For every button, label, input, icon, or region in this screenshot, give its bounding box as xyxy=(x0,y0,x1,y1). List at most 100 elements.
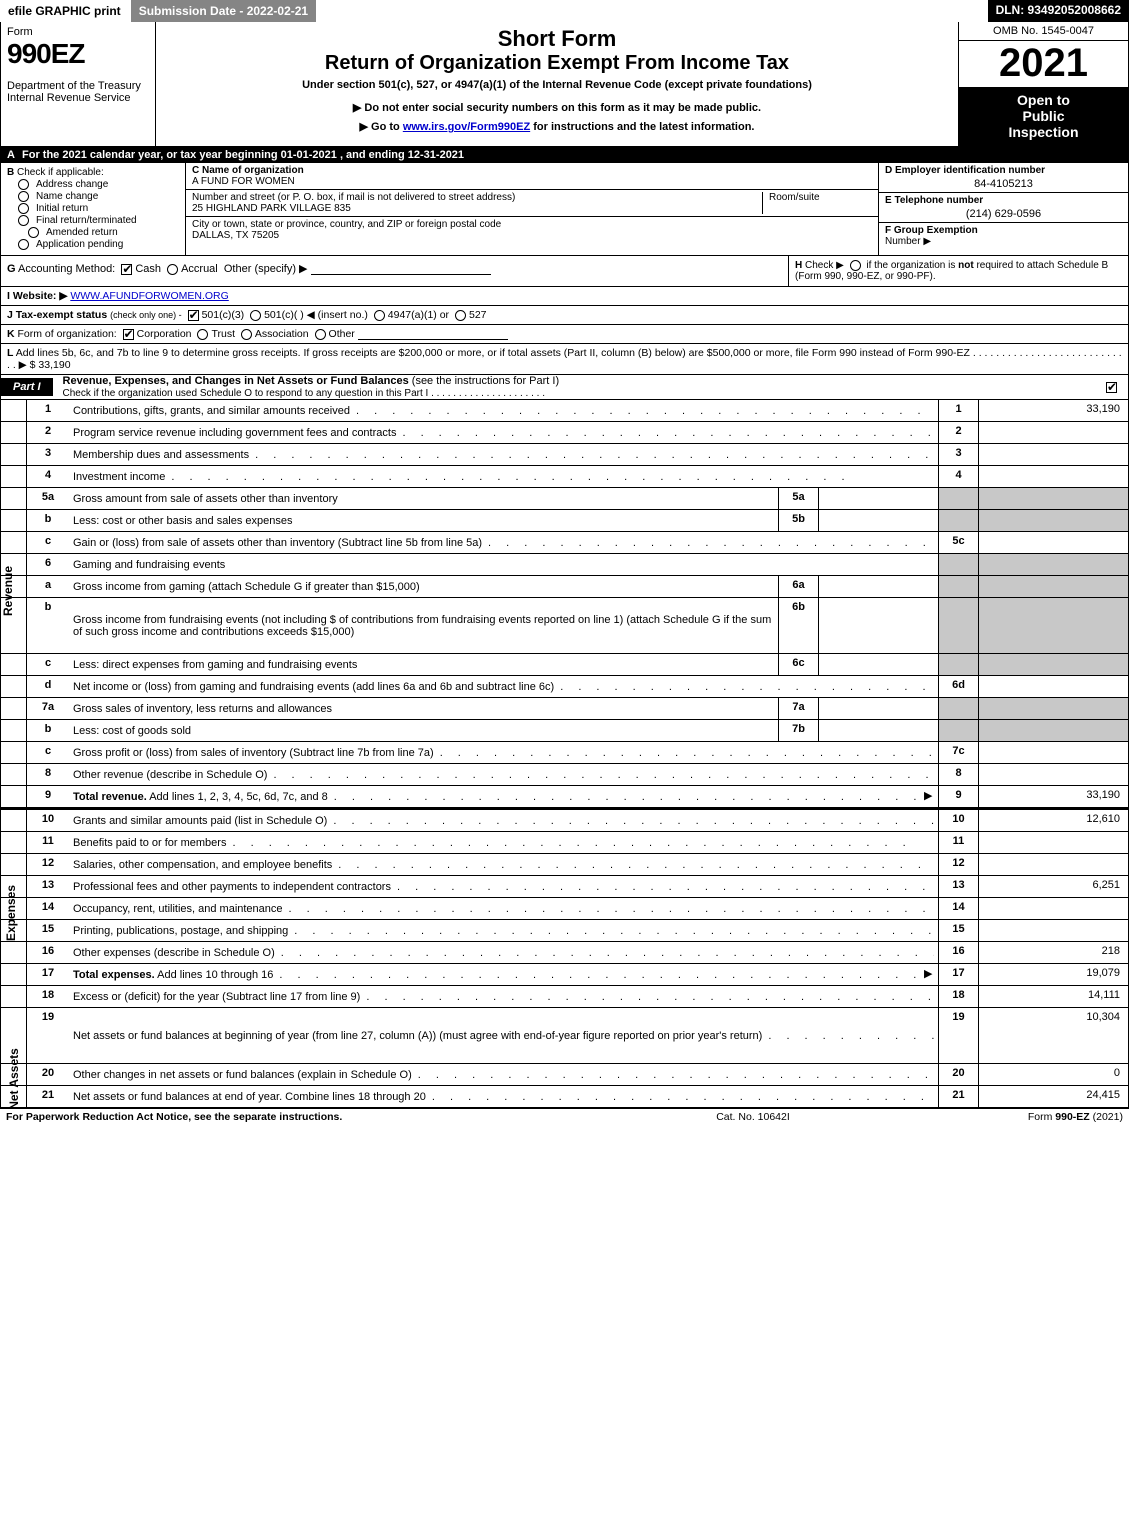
line-amt: 6,251 xyxy=(978,876,1128,897)
bcdef-block: B Check if applicable: Address change Na… xyxy=(0,163,1129,256)
l-letter: L xyxy=(7,347,13,359)
g-label: Accounting Method: xyxy=(18,263,115,275)
leader-dots: . . . . . . . . . . . . . . . . . . . . … xyxy=(334,791,916,803)
line-num-col: 20 xyxy=(938,1064,978,1085)
line-amt: 12,610 xyxy=(978,810,1128,831)
line-desc: Less: cost of goods sold xyxy=(69,720,778,741)
table-row: 19 Net assets or fund balances at beginn… xyxy=(1,1008,1128,1064)
line-number: c xyxy=(27,742,69,763)
k-corp-check[interactable] xyxy=(123,329,134,340)
vlabel-cell xyxy=(1,488,27,509)
line-amt xyxy=(978,742,1128,763)
j-501c3-check[interactable] xyxy=(188,310,199,321)
vlabel-cell xyxy=(1,676,27,697)
k-other-radio[interactable] xyxy=(315,329,326,340)
line-desc-text: Other revenue (describe in Schedule O) xyxy=(73,769,267,781)
line-num-col: 12 xyxy=(938,854,978,875)
footer-form-c: (2021) xyxy=(1090,1111,1123,1123)
line-num-col: 13 xyxy=(938,876,978,897)
form-number: 990EZ xyxy=(7,38,149,70)
initial-return-radio[interactable] xyxy=(18,203,29,214)
line-j: J Tax-exempt status (check only one) - 5… xyxy=(0,306,1129,325)
part1-check-line: Check if the organization used Schedule … xyxy=(63,388,545,399)
j-501c-radio[interactable] xyxy=(250,310,261,321)
line-i: I Website: ▶ WWW.AFUNDFORWOMEN.ORG xyxy=(0,287,1129,306)
vlabel-cell xyxy=(1,986,27,1007)
j-527-radio[interactable] xyxy=(455,310,466,321)
table-row: 16 Other expenses (describe in Schedule … xyxy=(1,942,1128,964)
goto-link[interactable]: www.irs.gov/Form990EZ xyxy=(403,121,530,133)
d-label: D Employer identification number xyxy=(885,165,1122,176)
subline-val xyxy=(818,698,938,719)
addr-change-radio[interactable] xyxy=(18,179,29,190)
application-pending-radio[interactable] xyxy=(18,239,29,250)
i-label: Website: ▶ xyxy=(13,290,68,302)
amended-return-radio[interactable] xyxy=(28,227,39,238)
table-row: d Net income or (loss) from gaming and f… xyxy=(1,676,1128,698)
line-desc-text: Gross income from fundraising events (no… xyxy=(73,614,774,638)
table-row: 11 Benefits paid to or for members . . .… xyxy=(1,832,1128,854)
vlabel-cell xyxy=(1,400,27,421)
vlabel-cell xyxy=(1,510,27,531)
leader-dots: . . . . . . . . . . . . . . . . . . . . … xyxy=(171,471,934,483)
line-number: a xyxy=(27,576,69,597)
accrual-radio[interactable] xyxy=(167,264,178,275)
line-number: 19 xyxy=(27,1008,69,1063)
line-num-col: 5c xyxy=(938,532,978,553)
line-desc: Less: direct expenses from gaming and fu… xyxy=(69,654,778,675)
h-radio[interactable] xyxy=(850,260,861,271)
h-text3: required to attach Schedule B xyxy=(974,260,1109,271)
line-num-col: 8 xyxy=(938,764,978,785)
name-change-radio[interactable] xyxy=(18,191,29,202)
subline-val xyxy=(818,510,938,531)
line-a: A For the 2021 calendar year, or tax yea… xyxy=(0,147,1129,163)
line-number: c xyxy=(27,532,69,553)
e-value: (214) 629-0596 xyxy=(885,206,1122,220)
line-desc-text: Professional fees and other payments to … xyxy=(73,881,391,893)
line-num-col xyxy=(938,598,978,653)
final-return-radio[interactable] xyxy=(18,215,29,226)
line-number: 10 xyxy=(27,810,69,831)
website-link[interactable]: WWW.AFUNDFORWOMEN.ORG xyxy=(70,290,228,302)
line-desc: Investment income . . . . . . . . . . . … xyxy=(69,466,938,487)
h-not: not xyxy=(958,260,974,271)
table-row: Expenses 14 Occupancy, rent, utilities, … xyxy=(1,898,1128,920)
leader-dots: . . . . . . . . . . . . . . . . . . . . … xyxy=(768,1030,934,1042)
line-number: 21 xyxy=(27,1086,69,1107)
table-row: 5a Gross amount from sale of assets othe… xyxy=(1,488,1128,510)
cash-checkbox[interactable] xyxy=(121,264,132,275)
line-amt: 0 xyxy=(978,1064,1128,1085)
leader-dots: . . . . . . . . . . . . . . . . . . . . … xyxy=(279,969,916,981)
part1-title: Revenue, Expenses, and Changes in Net As… xyxy=(63,375,412,387)
part1-sub: (see the instructions for Part I) xyxy=(412,375,559,387)
j-letter: J xyxy=(7,309,13,321)
line-desc: Gross income from fundraising events (no… xyxy=(69,598,778,653)
line-number: 4 xyxy=(27,466,69,487)
line-l: L Add lines 5b, 6c, and 7b to line 9 to … xyxy=(0,344,1129,375)
line-num-col: 11 xyxy=(938,832,978,853)
line-desc-text: Less: direct expenses from gaming and fu… xyxy=(73,659,357,671)
schedule-o-check[interactable] xyxy=(1106,382,1117,393)
line-desc-text: Grants and similar amounts paid (list in… xyxy=(73,815,327,827)
leader-dots: . . . . . . . . . . . . . . . . . . . . … xyxy=(294,925,934,937)
line-desc-text: Occupancy, rent, utilities, and maintena… xyxy=(73,903,283,915)
line-amt xyxy=(978,854,1128,875)
j-4947-radio[interactable] xyxy=(374,310,385,321)
efile-print[interactable]: efile GRAPHIC print xyxy=(0,0,131,22)
k-trust-radio[interactable] xyxy=(197,329,208,340)
subline-val xyxy=(818,720,938,741)
leader-dots: . . . . . . . . . . . . . . . . . . . . … xyxy=(402,427,934,439)
c-city-label: City or town, state or province, country… xyxy=(192,219,872,230)
subline-num: 6a xyxy=(778,576,818,597)
line-desc-text: Printing, publications, postage, and shi… xyxy=(73,925,288,937)
k-assoc-radio[interactable] xyxy=(241,329,252,340)
b-letter: B xyxy=(7,167,14,178)
vlabel-cell xyxy=(1,942,27,963)
arrow-icon: ▶ xyxy=(924,967,932,980)
leader-dots: . . . . . . . . . . . . . . . . . . . . … xyxy=(418,1069,934,1081)
omb-number: OMB No. 1545-0047 xyxy=(959,22,1128,41)
page-footer: For Paperwork Reduction Act Notice, see … xyxy=(0,1108,1129,1125)
h-text2: if the organization is xyxy=(866,260,958,271)
open-line2: Public xyxy=(963,108,1124,124)
vlabel-cell xyxy=(1,466,27,487)
